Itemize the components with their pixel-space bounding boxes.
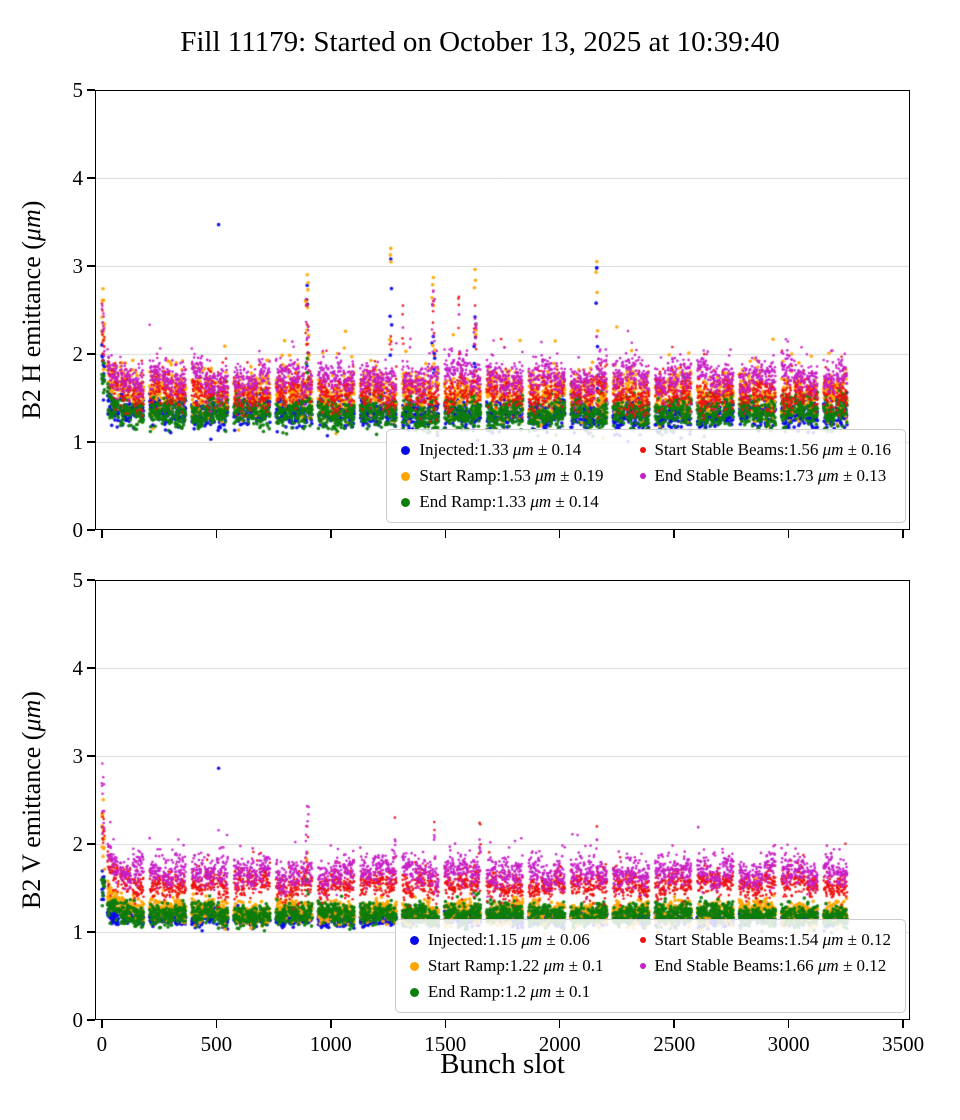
legend-entry: End Stable Beams:1.66 μm ± 0.12 xyxy=(639,956,892,976)
x-tick xyxy=(444,1020,447,1028)
legend-label: Start Ramp:1.22 μm ± 0.1 xyxy=(427,956,604,975)
v-plot-legend: Injected:1.15 μm ± 0.06 Start Ramp:1.22 μ… xyxy=(394,919,906,1013)
y-axis-label-v-close: ) xyxy=(17,691,46,700)
x-tick xyxy=(330,530,332,538)
y-tick xyxy=(87,843,95,845)
y-tick xyxy=(87,265,95,267)
x-tick-label: 500 xyxy=(200,1032,233,1056)
x-tick xyxy=(787,530,790,538)
y-tick-label: 1 xyxy=(72,920,84,944)
y-tick xyxy=(87,177,95,179)
y-tick-label: 2 xyxy=(72,342,84,366)
y-tick-label: 3 xyxy=(72,254,84,278)
legend-entry: Start Stable Beams:1.56 μm ± 0.16 xyxy=(639,440,892,460)
h-plot-legend: Injected:1.33 μm ± 0.14 Start Ramp:1.53 μ… xyxy=(386,429,906,523)
y-axis-label-h-unit: μm xyxy=(17,209,46,242)
y-tick xyxy=(87,579,95,581)
y-tick-label: 0 xyxy=(72,1008,84,1032)
x-tick xyxy=(787,1020,790,1028)
legend-label: End Ramp:1.33 μm ± 0.14 xyxy=(419,492,599,511)
legend-entry: End Ramp:1.33 μm ± 0.14 xyxy=(401,492,603,512)
y-axis-label-v: B2 V emittance (μm) xyxy=(17,691,47,909)
legend-entry: Start Ramp:1.53 μm ± 0.19 xyxy=(401,466,604,486)
y-tick xyxy=(87,1019,95,1021)
legend-entry: Start Stable Beams:1.54 μm ± 0.12 xyxy=(639,930,892,950)
legend-marker-dot xyxy=(639,963,646,969)
legend-label: End Ramp:1.2 μm ± 0.1 xyxy=(427,982,591,1001)
x-tick-label: 1500 xyxy=(424,1032,467,1056)
legend-entry: Start Ramp:1.22 μm ± 0.1 xyxy=(409,956,604,976)
x-tick xyxy=(101,530,103,538)
legend-entry: Injected:1.33 μm ± 0.14 xyxy=(401,440,603,460)
y-tick-label: 0 xyxy=(72,518,84,542)
legend-label: Start Ramp:1.53 μm ± 0.19 xyxy=(419,466,604,485)
x-tick xyxy=(902,1020,904,1028)
figure-title: Fill 11179: Started on October 13, 2025 … xyxy=(180,26,780,58)
y-tick xyxy=(87,529,95,531)
y-tick xyxy=(87,755,95,757)
x-tick-label: 3500 xyxy=(882,1032,925,1056)
x-tick-label: 2000 xyxy=(538,1032,581,1056)
x-tick-label: 2500 xyxy=(653,1032,696,1056)
legend-label: Injected:1.33 μm ± 0.14 xyxy=(419,440,582,459)
y-tick xyxy=(87,89,95,91)
legend-marker-dot xyxy=(639,473,646,479)
legend-marker-dot xyxy=(401,497,411,507)
y-tick-label: 4 xyxy=(72,166,84,190)
y-tick-label: 4 xyxy=(72,656,84,680)
y-tick xyxy=(87,931,95,933)
legend-label: Start Stable Beams:1.54 μm ± 0.12 xyxy=(654,930,892,949)
y-tick xyxy=(87,441,95,443)
legend-entry: End Ramp:1.2 μm ± 0.1 xyxy=(409,982,604,1002)
y-tick-label: 3 xyxy=(72,744,84,768)
y-axis-label-v-unit: μm xyxy=(17,699,46,732)
legend-label: Start Stable Beams:1.56 μm ± 0.16 xyxy=(654,440,892,459)
legend-marker-dot xyxy=(639,447,646,453)
x-tick xyxy=(215,1020,218,1028)
x-tick xyxy=(101,1020,103,1028)
x-axis-label: Bunch slot xyxy=(440,1048,565,1080)
y-tick-label: 1 xyxy=(72,430,84,454)
y-axis-label-h-close: ) xyxy=(17,200,46,210)
y-axis-label-h: B2 H emittance (μm) xyxy=(17,201,47,420)
legend-marker-dot xyxy=(401,471,411,481)
legend-label: Injected:1.15 μm ± 0.06 xyxy=(427,930,590,949)
legend-marker-dot xyxy=(409,961,419,971)
legend-entry: End Stable Beams:1.73 μm ± 0.13 xyxy=(639,466,892,486)
x-tick xyxy=(330,1020,332,1028)
y-tick xyxy=(87,667,95,669)
x-tick-label: 0 xyxy=(96,1032,108,1056)
y-tick-label: 2 xyxy=(72,832,84,856)
x-tick xyxy=(673,530,675,538)
x-tick xyxy=(558,530,561,538)
legend-marker-dot xyxy=(639,937,646,943)
legend-marker-dot xyxy=(401,445,411,455)
x-tick-label: 3000 xyxy=(767,1032,810,1056)
y-tick-label: 5 xyxy=(72,568,84,592)
legend-label: End Stable Beams:1.66 μm ± 0.12 xyxy=(654,956,887,975)
y-tick-label: 5 xyxy=(72,78,84,102)
x-tick-label: 1000 xyxy=(309,1032,352,1056)
legend-marker-dot xyxy=(409,935,419,945)
legend-entry: Injected:1.15 μm ± 0.06 xyxy=(409,930,604,950)
x-tick xyxy=(673,1020,675,1028)
x-tick xyxy=(558,1020,561,1028)
y-tick xyxy=(87,353,95,355)
x-tick xyxy=(444,530,447,538)
legend-marker-dot xyxy=(409,987,419,997)
legend-label: End Stable Beams:1.73 μm ± 0.13 xyxy=(654,466,887,485)
x-tick xyxy=(902,530,904,538)
x-tick xyxy=(215,530,218,538)
